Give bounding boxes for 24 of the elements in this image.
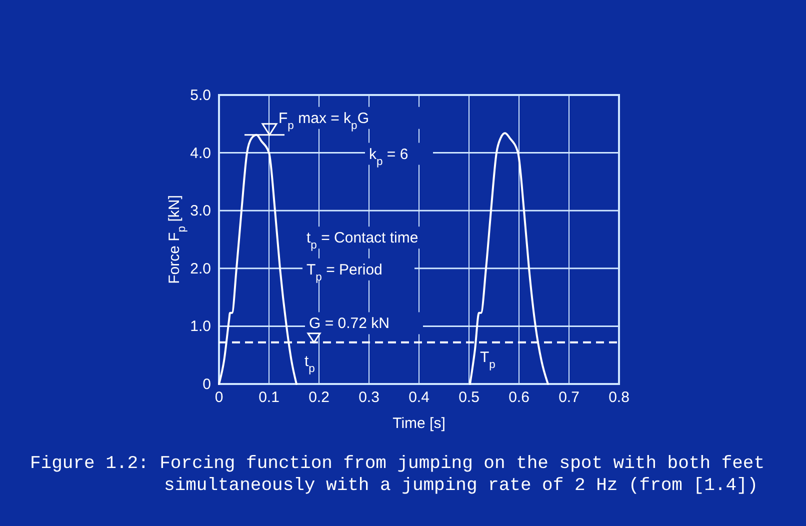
y-tick-label: 0	[202, 376, 211, 393]
caption: Figure 1.2: Forcing function from jumping on the spot with both feet simultaneously with a jumping rate of 2 Hz (from [1.4])	[30, 454, 765, 496]
y-tick-label: 2.0	[190, 260, 211, 278]
x-tick-label: 0.3	[358, 389, 380, 406]
x-tick-label: 0.2	[308, 389, 330, 406]
annotation: k$_{p}$ = 6	[369, 146, 408, 168]
x-tick-label: 0.6	[508, 389, 530, 406]
annotation: t$_{p}$ = Contact time	[306, 230, 418, 252]
x-axis-title: Time [s]	[392, 415, 446, 432]
x-tick-label: 0.5	[458, 389, 480, 406]
y-tick-label: 5.0	[190, 87, 211, 104]
ref-line-label: G = 0.72 kN	[309, 315, 390, 332]
y-tick-label: 1.0	[190, 318, 211, 336]
annotation: T$_{p}$	[480, 349, 496, 371]
annotation: T$_{p}$ = Period	[306, 261, 382, 284]
y-tick-label: 3.0	[190, 202, 211, 220]
annotation: F$_{p}$ max = k$_{p}$G	[278, 110, 369, 132]
x-tick-label: 0.4	[408, 389, 430, 406]
x-tick-label: 0.1	[258, 389, 280, 406]
x-tick-label: 0.7	[558, 389, 580, 406]
annotation: t$_{p}$	[304, 353, 315, 375]
x-tick-label: 0	[214, 389, 224, 406]
x-tick-label: 0.8	[608, 389, 630, 406]
y-tick-label: 4.0	[190, 144, 211, 162]
